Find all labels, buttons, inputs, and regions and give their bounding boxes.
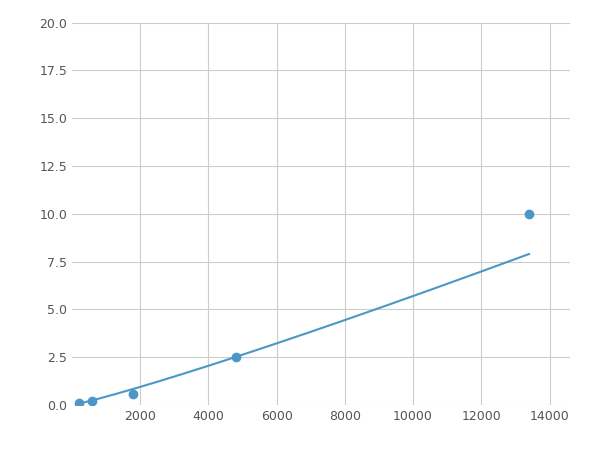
Point bbox=[524, 210, 534, 217]
Point bbox=[128, 390, 138, 397]
Point bbox=[231, 354, 241, 361]
Point bbox=[74, 400, 83, 407]
Point bbox=[88, 398, 97, 405]
